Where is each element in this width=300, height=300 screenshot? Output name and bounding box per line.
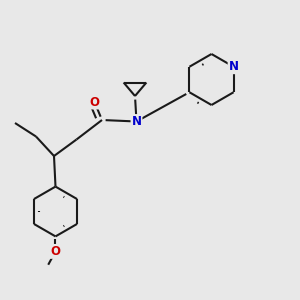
- Text: N: N: [131, 115, 142, 128]
- Text: O: O: [50, 245, 61, 258]
- Text: O: O: [89, 95, 100, 109]
- Text: N: N: [229, 60, 238, 73]
